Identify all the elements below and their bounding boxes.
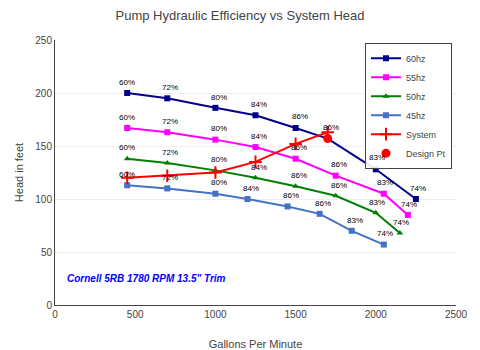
svg-text:86%: 86% — [283, 191, 299, 200]
svg-text:45hz: 45hz — [406, 111, 426, 121]
svg-text:86%: 86% — [292, 112, 308, 121]
svg-text:60%: 60% — [119, 78, 135, 87]
svg-text:1500: 1500 — [284, 309, 307, 320]
svg-text:250: 250 — [35, 35, 52, 46]
svg-text:72%: 72% — [162, 148, 178, 157]
svg-text:84%: 84% — [243, 184, 259, 193]
svg-text:Design Pt: Design Pt — [406, 149, 446, 159]
svg-text:86%: 86% — [331, 160, 347, 169]
svg-text:74%: 74% — [401, 200, 417, 209]
svg-text:Pump Hydraulic Efficiency vs S: Pump Hydraulic Efficiency vs System Head — [115, 8, 364, 23]
svg-text:72%: 72% — [162, 173, 178, 182]
svg-text:System: System — [406, 130, 436, 140]
svg-text:86%: 86% — [323, 123, 339, 132]
svg-text:86%: 86% — [331, 181, 347, 190]
svg-text:72%: 72% — [162, 83, 178, 92]
svg-text:80%: 80% — [211, 124, 227, 133]
svg-text:0: 0 — [52, 309, 58, 320]
svg-text:Cornell 5RB 1780 RPM 13.5" Tri: Cornell 5RB 1780 RPM 13.5" Trim — [67, 273, 226, 284]
svg-text:84%: 84% — [251, 132, 267, 141]
svg-text:86%: 86% — [291, 143, 307, 152]
svg-text:100: 100 — [35, 194, 52, 205]
svg-text:80%: 80% — [211, 155, 227, 164]
svg-text:60hz: 60hz — [406, 54, 426, 64]
svg-text:50hz: 50hz — [406, 92, 426, 102]
svg-text:2000: 2000 — [365, 309, 388, 320]
svg-text:55hz: 55hz — [406, 73, 426, 83]
svg-text:86%: 86% — [315, 199, 331, 208]
svg-text:80%: 80% — [211, 93, 227, 102]
svg-text:72%: 72% — [162, 117, 178, 126]
svg-text:83%: 83% — [347, 216, 363, 225]
svg-text:500: 500 — [127, 309, 144, 320]
svg-text:84%: 84% — [251, 100, 267, 109]
svg-text:200: 200 — [35, 88, 52, 99]
svg-text:83%: 83% — [369, 153, 385, 162]
svg-text:150: 150 — [35, 141, 52, 152]
svg-text:Head in feet: Head in feet — [13, 143, 25, 202]
svg-text:86%: 86% — [291, 171, 307, 180]
svg-text:60%: 60% — [119, 170, 135, 179]
svg-text:1000: 1000 — [204, 309, 227, 320]
svg-text:84%: 84% — [251, 163, 267, 172]
svg-text:74%: 74% — [410, 184, 426, 193]
svg-text:80%: 80% — [211, 178, 227, 187]
svg-text:50: 50 — [41, 247, 53, 258]
svg-text:83%: 83% — [377, 178, 393, 187]
svg-text:60%: 60% — [119, 143, 135, 152]
svg-text:74%: 74% — [377, 229, 393, 238]
svg-text:2500: 2500 — [445, 309, 468, 320]
svg-text:Gallons Per Minute: Gallons Per Minute — [209, 338, 303, 350]
svg-text:60%: 60% — [119, 113, 135, 122]
svg-text:0: 0 — [46, 300, 52, 311]
svg-text:83%: 83% — [369, 198, 385, 207]
svg-text:74%: 74% — [393, 218, 409, 227]
